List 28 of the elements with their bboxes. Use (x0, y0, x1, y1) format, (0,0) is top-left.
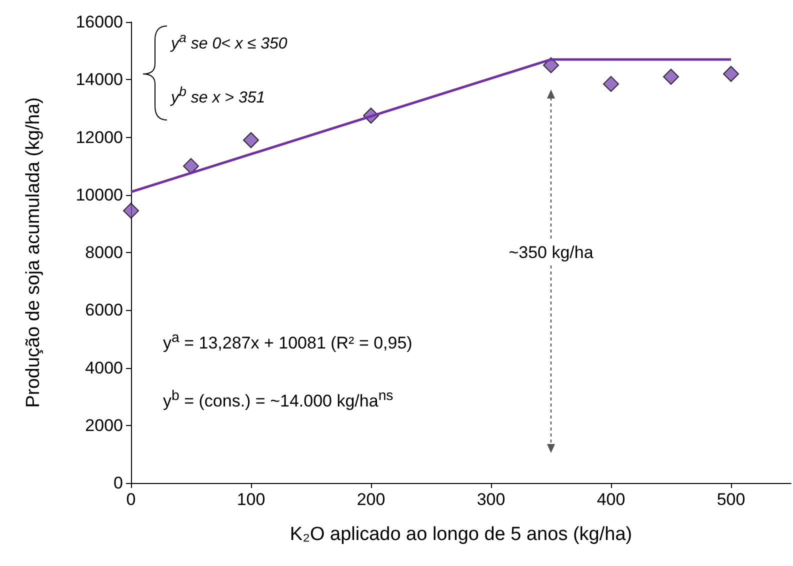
point (603, 76, 619, 92)
x-tick-label: 300 (476, 490, 506, 509)
annotation: y$^{b}$ = (cons.) = ~14.000 kg/ha$^{ns}$ (163, 388, 394, 412)
x-tick-label: 0 (126, 490, 136, 509)
x-tick-label: 500 (716, 490, 746, 509)
y-tick-label: 8000 (85, 243, 123, 262)
x-tick-label: 200 (356, 490, 386, 509)
y-tick-label: 0 (114, 474, 123, 492)
y-tick-label: 6000 (85, 300, 123, 320)
y-tick-label: 14000 (76, 70, 123, 90)
annotation: y$^{b}$ se x > 351 (171, 84, 266, 108)
y-tick-label: 16000 (76, 12, 123, 32)
x-tick-label: 400 (596, 490, 626, 509)
x-axis-title: K₂O aplicado ao longo de 5 anos (kg/ha) (290, 524, 632, 545)
point (663, 68, 679, 85)
y-axis-title: Produção de soja acumulada (kg/ha) (23, 97, 44, 408)
annotation: y$^{a}$ se 0< x ≤ 350 (171, 30, 288, 54)
point (243, 132, 259, 148)
point (183, 158, 199, 174)
annotation: ~350 kg/ha (506, 240, 596, 264)
y-tick-label: 2000 (85, 416, 123, 435)
point (723, 66, 739, 82)
annotation: y$^{a}$ = 13,287x + 10081 (R² = 0,95) (163, 330, 412, 354)
y-tick-label: 12000 (76, 128, 123, 147)
y-tick-label: 10000 (76, 185, 123, 204)
y-tick-label: 4000 (85, 358, 123, 378)
x-tick-label: 100 (236, 490, 266, 509)
point (123, 202, 139, 219)
